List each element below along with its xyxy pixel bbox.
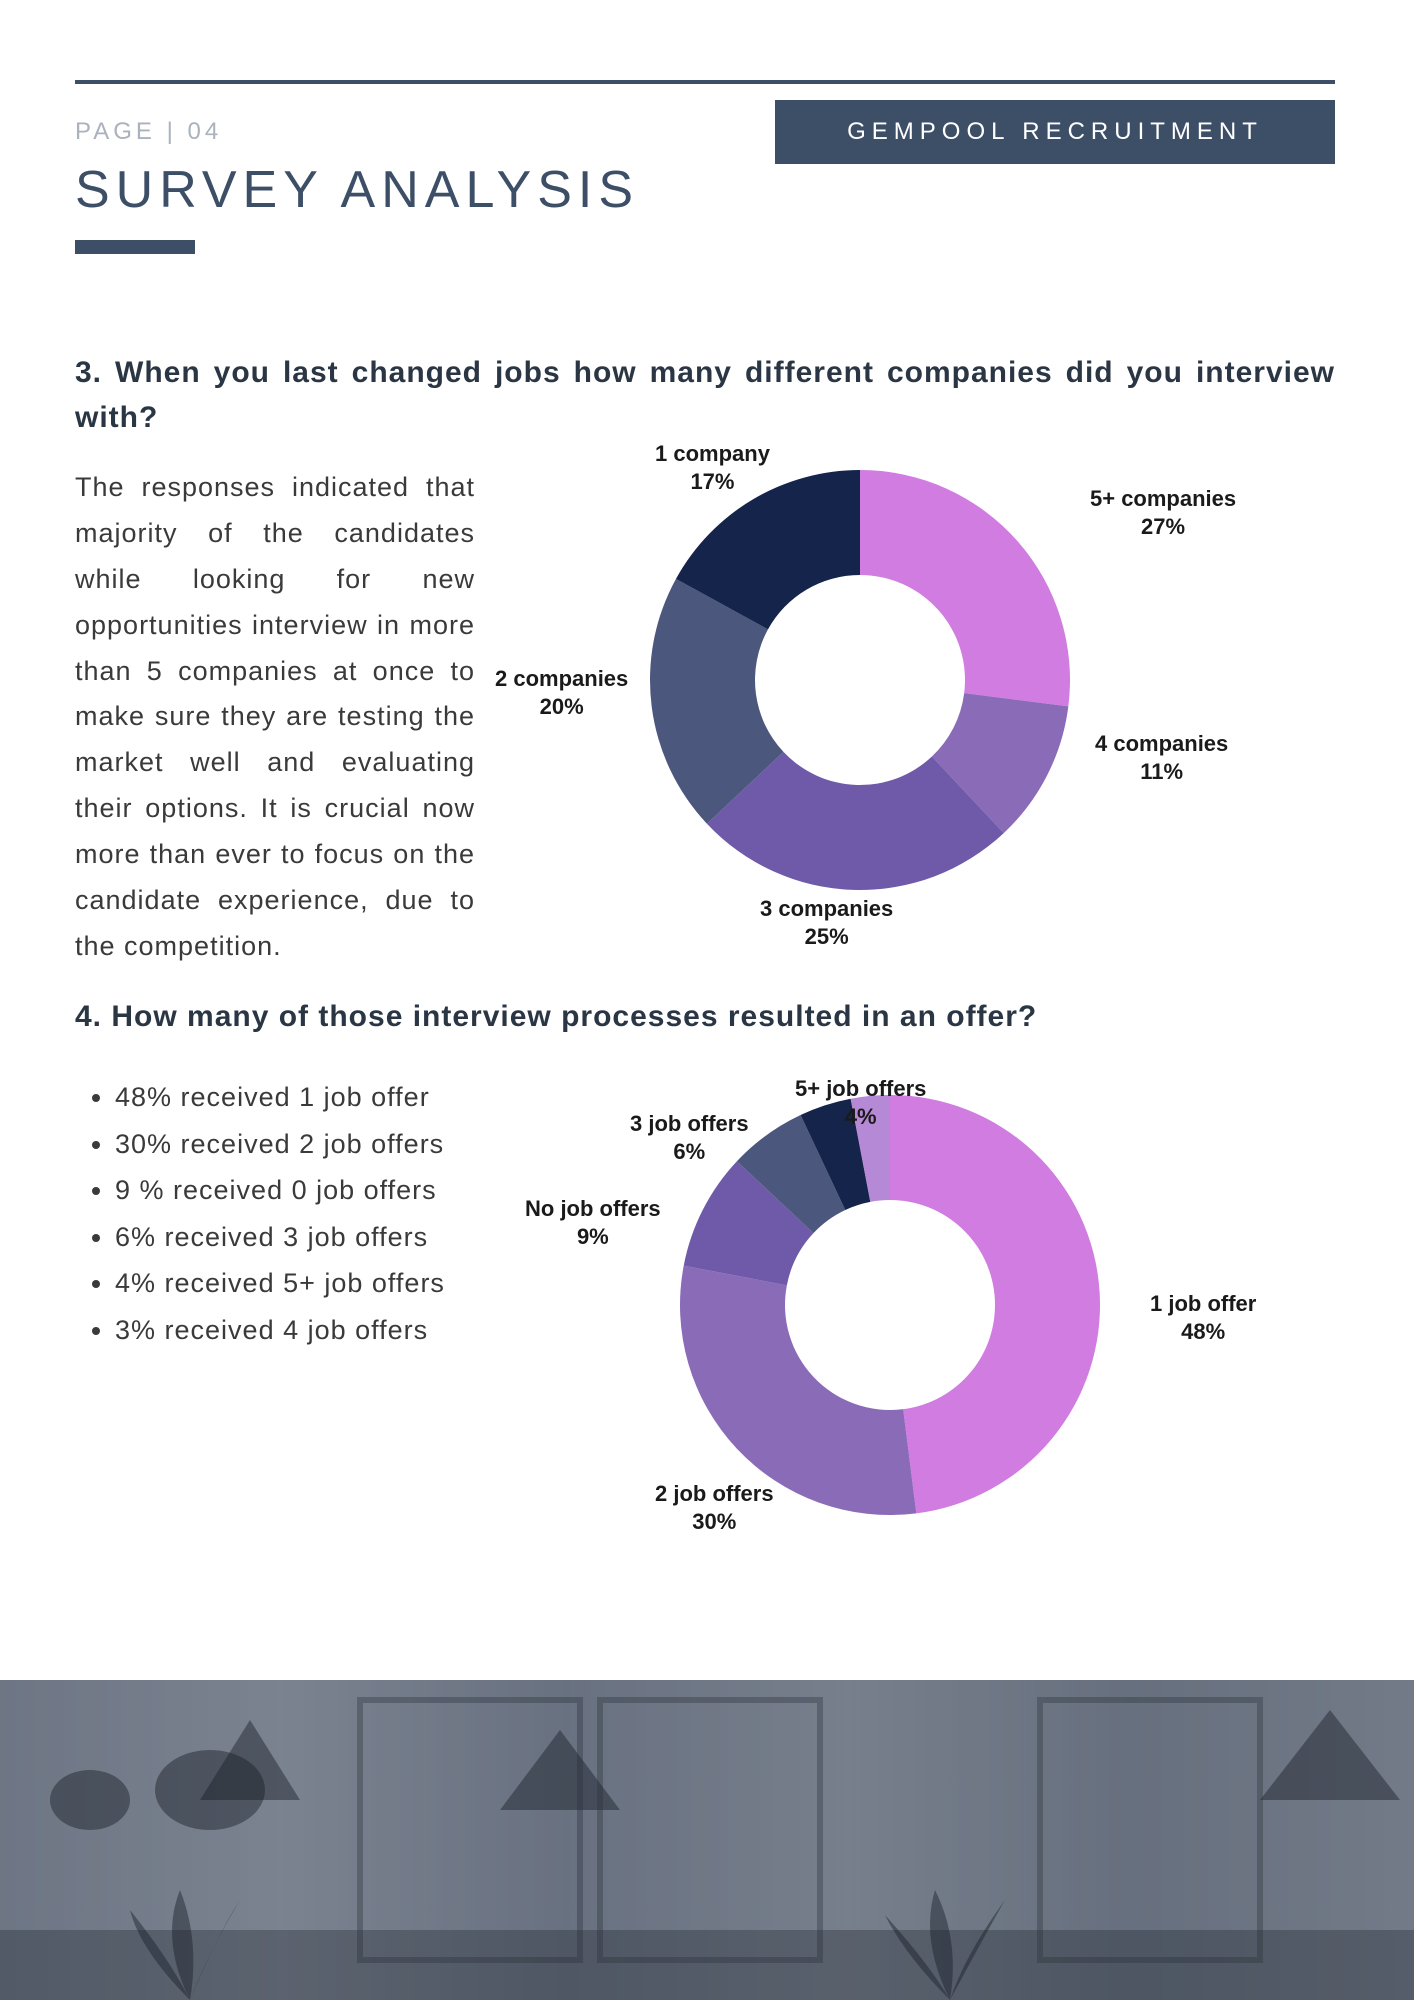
list-item: 6% received 3 job offers [115,1215,535,1260]
q4-heading: 4. How many of those interview processes… [75,1000,1335,1034]
chart-label: 5+ job offers4% [795,1075,926,1130]
chart-slice [932,693,1068,833]
chart-label: 3 companies25% [760,895,893,950]
page: PAGE | 04 GEMPOOL RECRUITMENT SURVEY ANA… [0,0,1414,2000]
list-item: 48% received 1 job offer [115,1075,535,1120]
chart-slice [860,470,1070,706]
chart-label: 2 job offers30% [655,1480,774,1535]
q3-body-text: The responses indicated that majority of… [75,465,475,970]
chart-label: 1 company17% [655,440,770,495]
chart-slice [737,1115,845,1233]
chart-label: 5+ companies27% [1090,485,1236,540]
chart-label: 2 companies20% [495,665,628,720]
list-item: 4% received 5+ job offers [115,1261,535,1306]
q4-bullet-list: 48% received 1 job offer30% received 2 j… [115,1075,535,1354]
title-underline [75,240,195,254]
chart-slice [684,1161,814,1285]
brand-label: GEMPOOL RECRUITMENT [847,118,1263,146]
chart-label: 4 companies11% [1095,730,1228,785]
list-item: 9 % received 0 job offers [115,1168,535,1213]
chart-slice [650,579,783,824]
page-title: SURVEY ANALYSIS [75,160,639,220]
footer-photo-band [0,1680,1414,2000]
chart-slice [707,752,1004,890]
chart-label: No job offers9% [525,1195,661,1250]
chart-slice [680,1266,916,1515]
chart-label: 3 job offers6% [630,1110,749,1165]
chart-slice [890,1095,1100,1513]
brand-box: GEMPOOL RECRUITMENT [775,100,1335,164]
page-number: PAGE | 04 [75,118,222,146]
list-item: 30% received 2 job offers [115,1122,535,1167]
list-item: 3% received 4 job offers [115,1308,535,1353]
top-rule [75,80,1335,84]
footer-decorative-svg [0,1680,1414,2000]
q3-heading: 3. When you last changed jobs how many d… [75,350,1335,440]
chart-label: 1 job offer48% [1150,1290,1256,1345]
